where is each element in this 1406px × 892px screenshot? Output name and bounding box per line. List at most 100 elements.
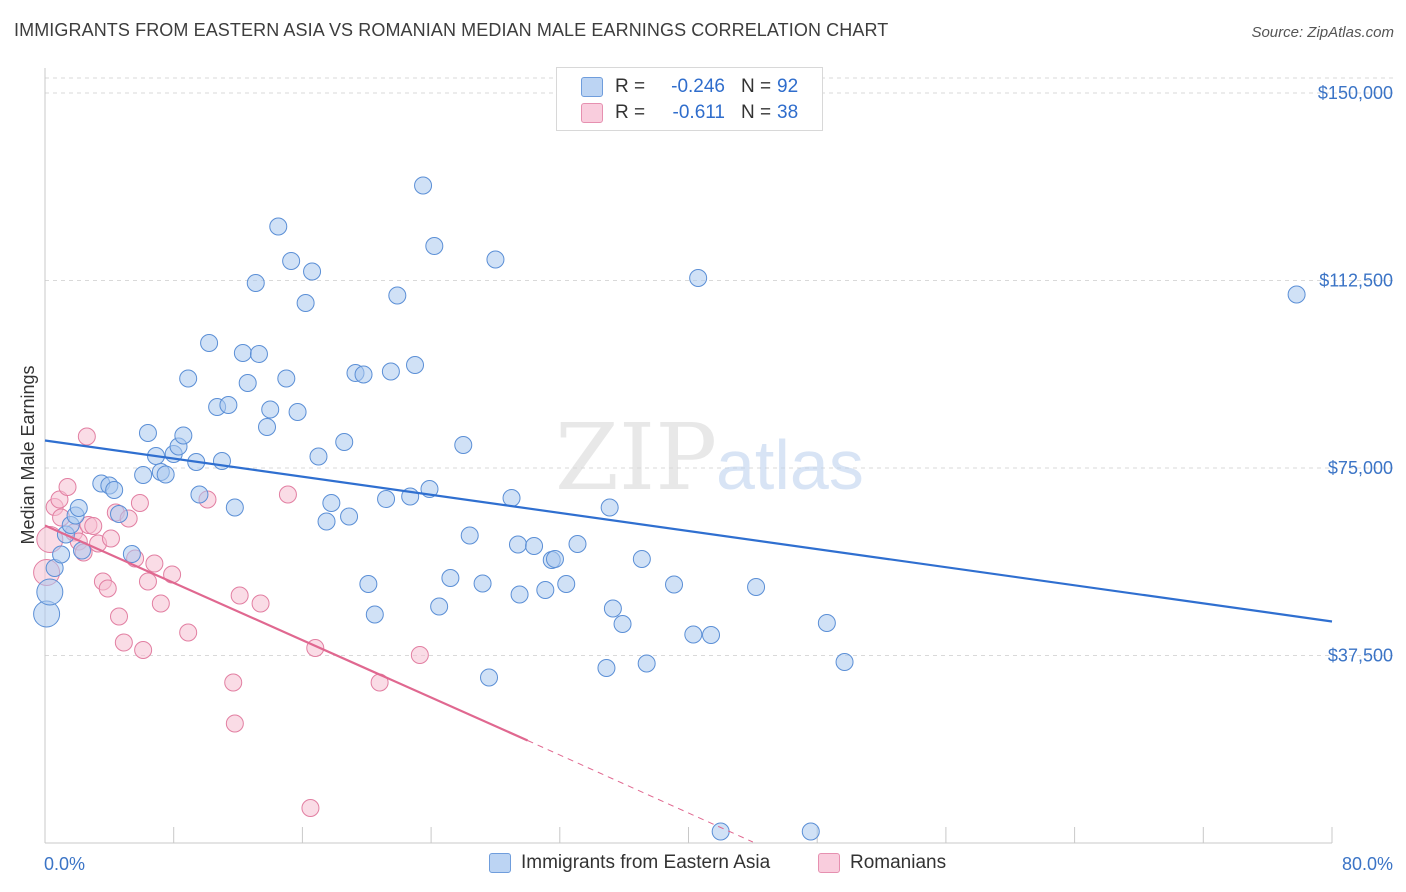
data-point bbox=[600, 498, 619, 517]
data-point bbox=[309, 447, 328, 466]
data-point bbox=[410, 646, 429, 664]
data-point bbox=[454, 436, 473, 454]
legend-r-label: R = bbox=[615, 102, 646, 123]
data-point bbox=[110, 607, 129, 626]
data-point bbox=[269, 217, 288, 236]
data-point bbox=[233, 344, 252, 362]
data-point bbox=[251, 594, 270, 613]
series-eastern-asia bbox=[33, 176, 1306, 841]
data-point bbox=[224, 673, 243, 692]
data-point bbox=[52, 545, 71, 564]
data-point bbox=[151, 594, 170, 613]
data-point bbox=[460, 526, 479, 545]
data-point bbox=[377, 490, 396, 508]
data-point bbox=[322, 494, 341, 512]
data-point bbox=[335, 433, 354, 451]
data-point bbox=[637, 654, 656, 673]
data-point bbox=[101, 529, 120, 548]
y-tick-label: $150,000 bbox=[1318, 83, 1393, 103]
data-point bbox=[110, 505, 129, 523]
data-point bbox=[230, 586, 249, 605]
chart-title: IMMIGRANTS FROM EASTERN ASIA VS ROMANIAN… bbox=[14, 20, 889, 40]
data-point bbox=[179, 369, 198, 388]
data-point bbox=[835, 653, 854, 671]
data-point bbox=[301, 799, 320, 817]
data-point bbox=[58, 478, 77, 496]
data-point bbox=[156, 465, 175, 484]
data-point bbox=[536, 581, 555, 599]
data-point bbox=[557, 575, 576, 593]
y-tick-label: $112,500 bbox=[1319, 271, 1393, 291]
data-point bbox=[303, 262, 322, 281]
correlation-legend: R = -0.246 N = 92 R = -0.611 N = 38 bbox=[556, 67, 823, 131]
data-point bbox=[817, 614, 836, 632]
data-point bbox=[425, 237, 444, 255]
data-point bbox=[508, 535, 527, 554]
data-point bbox=[296, 294, 315, 312]
legend-r-value: -0.246 bbox=[671, 76, 725, 97]
source-note: Source: ZipAtlas.com bbox=[1251, 24, 1394, 41]
data-point bbox=[414, 176, 433, 195]
data-point bbox=[665, 575, 684, 594]
data-point bbox=[486, 250, 505, 269]
legend-swatch-pink bbox=[818, 853, 840, 873]
legend-r-label: R = bbox=[615, 76, 646, 97]
data-point bbox=[480, 668, 499, 687]
data-point bbox=[406, 356, 425, 374]
data-point bbox=[430, 597, 449, 616]
data-point bbox=[69, 499, 88, 517]
data-point bbox=[711, 822, 730, 841]
data-point bbox=[219, 396, 238, 414]
data-point bbox=[603, 599, 622, 618]
data-point bbox=[77, 427, 96, 446]
data-point bbox=[122, 545, 141, 563]
data-point bbox=[174, 426, 193, 445]
data-point bbox=[114, 633, 133, 652]
legend-item-eastern-asia: Immigrants from Eastern Asia bbox=[489, 852, 770, 874]
legend-item-romanians: Romanians bbox=[818, 852, 946, 874]
legend-r-value: -0.611 bbox=[672, 102, 725, 123]
data-point bbox=[261, 400, 280, 419]
data-point bbox=[282, 252, 301, 270]
data-point bbox=[689, 269, 708, 287]
data-point bbox=[225, 498, 244, 517]
data-point bbox=[359, 575, 378, 593]
data-point bbox=[510, 585, 529, 604]
data-point bbox=[388, 286, 407, 305]
data-point bbox=[84, 517, 103, 535]
data-point bbox=[613, 615, 632, 633]
data-point bbox=[145, 554, 164, 573]
watermark-atlas: atlas bbox=[716, 426, 864, 504]
data-point bbox=[138, 424, 157, 442]
trend-line bbox=[44, 524, 529, 742]
data-point bbox=[278, 485, 297, 504]
data-point bbox=[525, 537, 544, 555]
data-point bbox=[190, 485, 209, 504]
data-point bbox=[98, 579, 117, 598]
data-point bbox=[105, 481, 124, 499]
y-tick-label: $75,000 bbox=[1328, 458, 1393, 478]
data-point bbox=[502, 489, 521, 507]
data-point bbox=[130, 494, 149, 512]
x-tick-labels: 0.0% 80.0% bbox=[44, 854, 1393, 874]
data-point bbox=[473, 574, 492, 593]
data-point bbox=[134, 641, 153, 659]
data-point bbox=[684, 625, 703, 644]
data-point bbox=[277, 369, 296, 388]
trend-lines bbox=[44, 439, 1333, 843]
y-tick-labels: $37,500 $75,000 $112,500 $150,000 bbox=[1318, 83, 1393, 666]
legend-swatch-pink bbox=[581, 103, 603, 123]
data-point bbox=[134, 466, 153, 484]
data-point bbox=[441, 569, 460, 587]
gridlines bbox=[45, 77, 1395, 656]
data-point bbox=[225, 714, 244, 733]
data-point bbox=[200, 334, 219, 352]
legend-swatch-blue bbox=[581, 77, 603, 97]
data-point bbox=[354, 365, 373, 384]
data-point bbox=[238, 374, 257, 392]
y-axis-label: Median Male Earnings bbox=[18, 365, 38, 544]
data-point bbox=[702, 626, 721, 644]
watermark: ZIP atlas bbox=[555, 404, 864, 511]
data-point bbox=[36, 578, 64, 606]
